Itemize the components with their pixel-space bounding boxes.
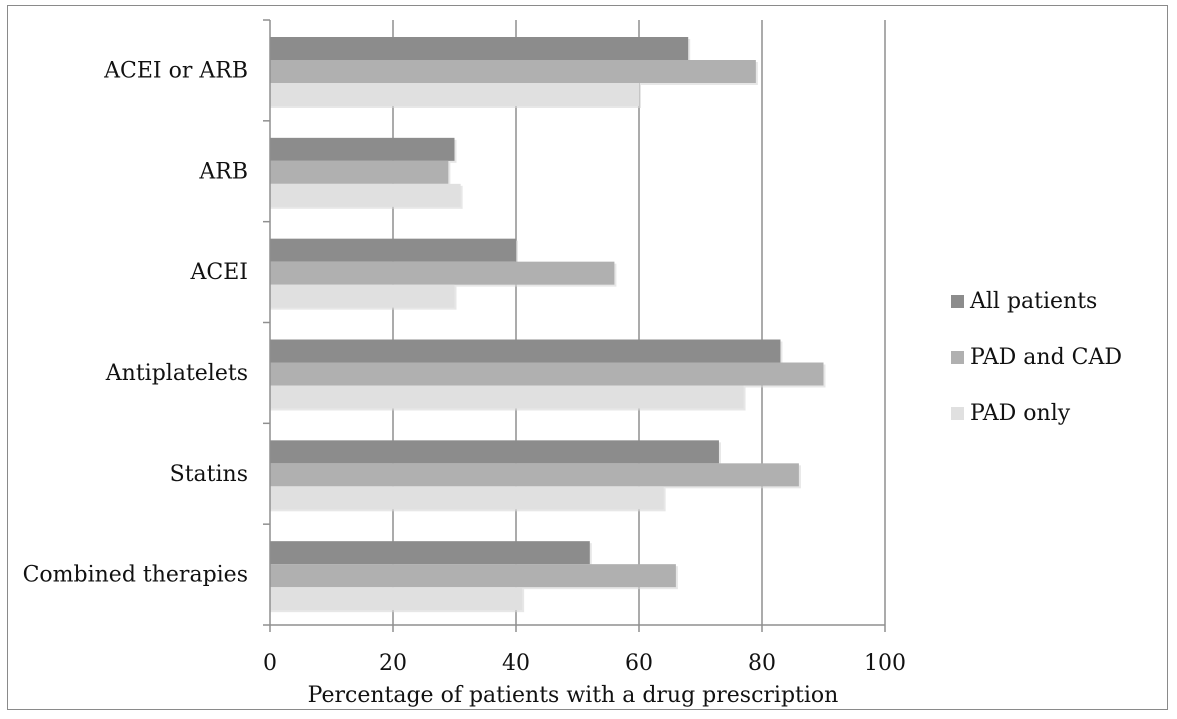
category-labels: ACEI or ARB ARB ACEI Antiplatelets Statins Co… [23,58,248,587]
category-label: Combined therapies [23,563,248,588]
bar [270,137,455,161]
x-tick-label: 0 [263,651,277,676]
category-label: Antiplatelets [105,361,248,386]
bar [270,362,824,386]
category-label: ARB [198,159,248,184]
bars [270,37,826,613]
x-tick-label: 100 [864,651,906,676]
bar [270,541,590,565]
bar [270,238,516,262]
legend-swatch [951,295,964,308]
bar [270,587,523,611]
bar [270,183,461,207]
x-axis-title: Percentage of patients with a drug presc… [308,683,839,708]
axes [269,20,885,626]
x-tick-label: 60 [625,651,653,676]
grid-lines [392,20,886,625]
bar [270,440,719,464]
bar [270,83,639,106]
ticks: 0 20 40 60 80 100 [263,19,906,676]
bar [270,564,676,588]
legend-label: PAD only [970,401,1071,426]
category-label: ACEI [190,260,248,285]
legend-label: PAD and CAD [970,345,1122,370]
bar [270,339,781,363]
bar [270,60,756,83]
category-label: ACEI or ARB [103,58,248,83]
x-tick-label: 80 [748,651,776,676]
legend-swatch [951,351,964,364]
bar [270,261,615,285]
x-tick-label: 40 [502,651,530,676]
legend-swatch [951,407,964,420]
x-tick-label: 20 [379,651,407,676]
bar [270,486,664,510]
bar [270,463,799,487]
bar [270,37,689,60]
bar [270,385,744,409]
bar [270,284,455,308]
legend: All patients PAD and CAD PAD only [951,289,1122,426]
category-label: Statins [170,462,248,487]
bar [270,160,449,184]
legend-label: All patients [969,289,1097,314]
